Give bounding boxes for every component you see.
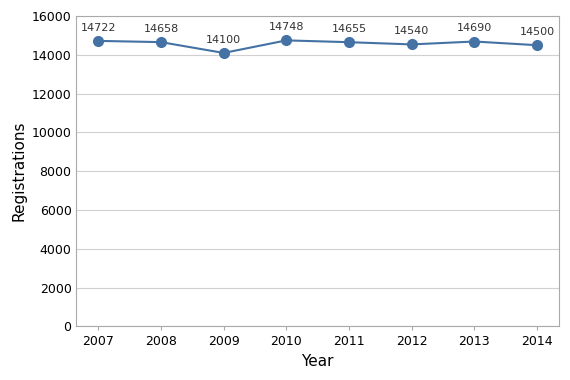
Text: 14690: 14690 bbox=[457, 23, 492, 33]
Text: 14655: 14655 bbox=[331, 24, 367, 34]
Text: 14658: 14658 bbox=[144, 24, 178, 34]
Text: 14540: 14540 bbox=[394, 26, 429, 36]
Y-axis label: Registrations: Registrations bbox=[11, 121, 26, 222]
Text: 14100: 14100 bbox=[206, 35, 241, 44]
Text: 14748: 14748 bbox=[268, 22, 304, 32]
Text: 14500: 14500 bbox=[519, 27, 555, 37]
Text: 14722: 14722 bbox=[80, 22, 116, 33]
X-axis label: Year: Year bbox=[302, 354, 334, 369]
